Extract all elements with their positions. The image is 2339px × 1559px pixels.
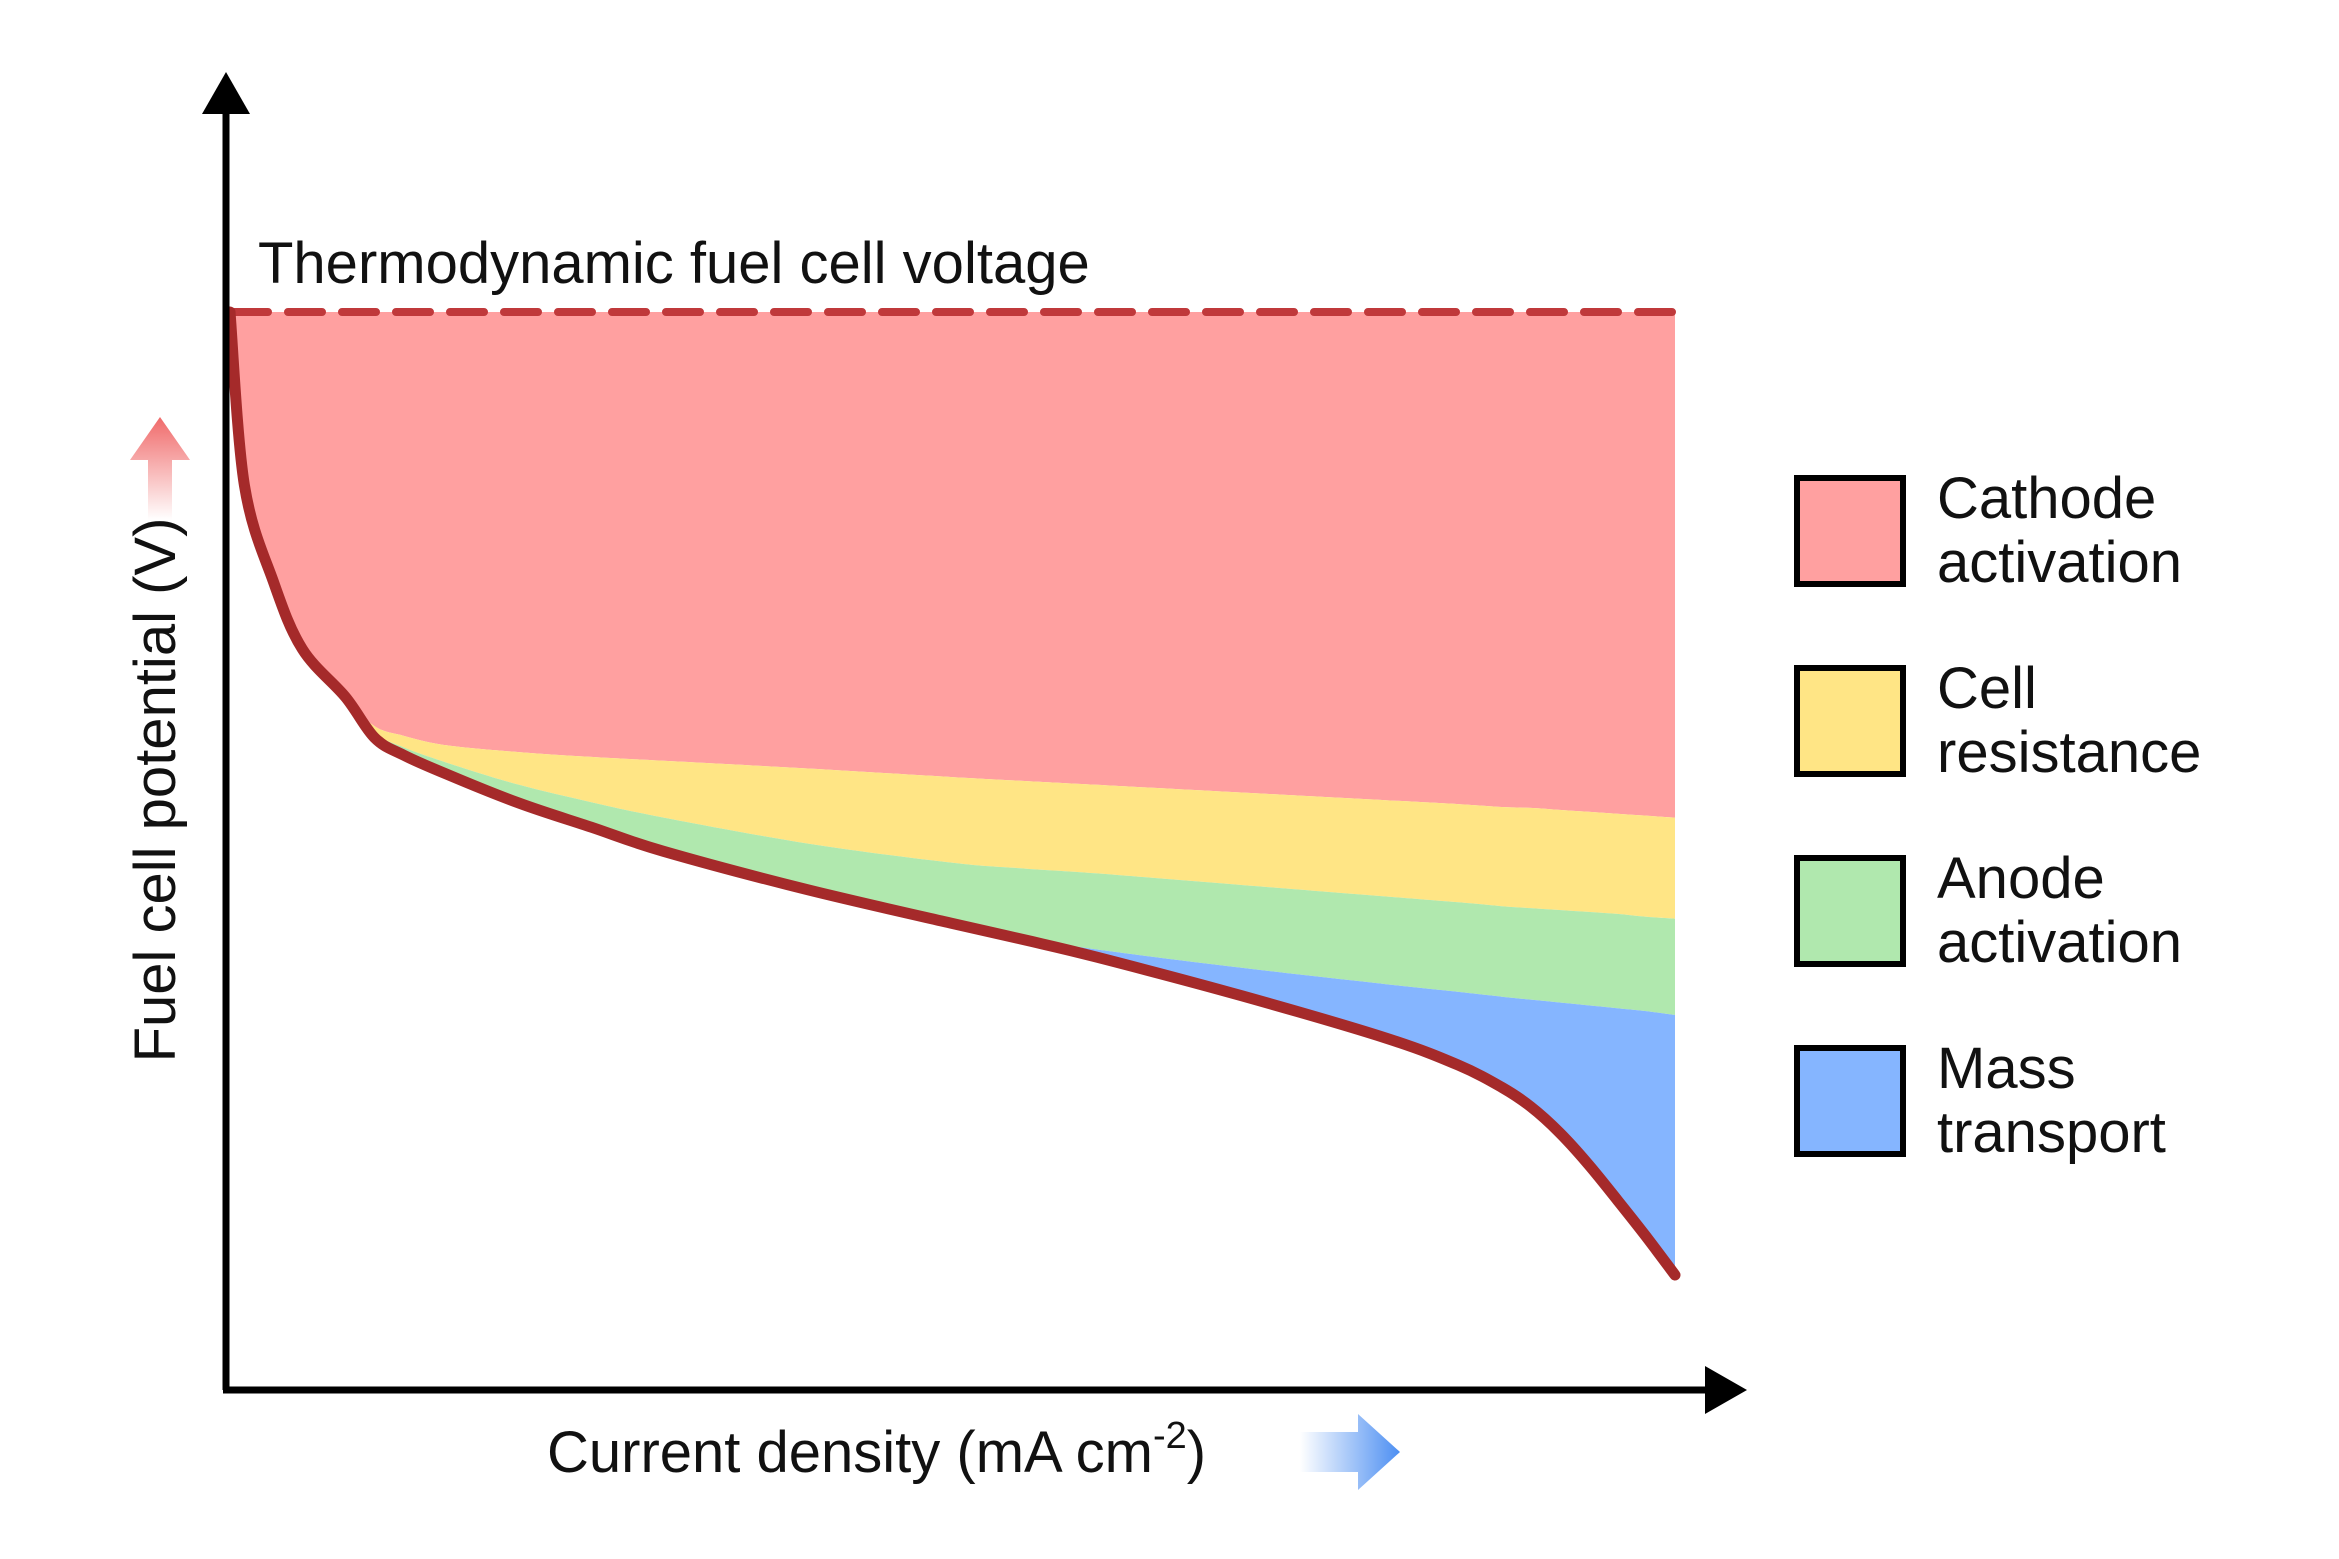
- legend-swatch: [1794, 1045, 1906, 1157]
- x-axis-arrowhead: [1705, 1366, 1747, 1414]
- x-axis-label-main: Current density (mA cm: [547, 1420, 1153, 1485]
- legend-item-cathode-activation: Cathode activation: [1794, 466, 2182, 595]
- increase-right-arrow-icon: [1300, 1414, 1400, 1490]
- legend-swatch: [1794, 855, 1906, 967]
- legend-label: Cathode activation: [1937, 466, 2182, 595]
- legend-label: Mass transport: [1937, 1036, 2166, 1165]
- legend-item-anode-activation: Anode activation: [1794, 846, 2182, 975]
- x-axis-label-superscript: -2: [1153, 1415, 1187, 1457]
- legend-swatch: [1794, 665, 1906, 777]
- y-axis-arrowhead: [202, 72, 250, 114]
- legend: Cathode activation Cell resistance Anode acti…: [1794, 466, 2201, 1165]
- x-axis-label: Current density (mA cm-2): [547, 1415, 1206, 1485]
- legend-item-mass-transport: Mass transport: [1794, 1036, 2166, 1165]
- x-axis-label-close: ): [1187, 1420, 1206, 1485]
- axes: [202, 72, 1747, 1414]
- area-anode-activation: [230, 312, 1675, 1015]
- y-axis-label: Fuel cell potential (V): [123, 518, 188, 1063]
- area-cathode-activation: [230, 312, 1675, 818]
- legend-label: Anode activation: [1937, 846, 2182, 975]
- loss-areas: [230, 312, 1675, 1275]
- area-cell-resistance: [230, 312, 1675, 919]
- legend-swatch: [1794, 475, 1906, 587]
- legend-label: Cell resistance: [1937, 656, 2201, 785]
- legend-item-cell-resistance: Cell resistance: [1794, 656, 2201, 785]
- increase-up-arrow-icon: [130, 417, 190, 520]
- polarization-curve: [224, 306, 1681, 1281]
- thermodynamic-voltage-label: Thermodynamic fuel cell voltage: [258, 231, 1090, 296]
